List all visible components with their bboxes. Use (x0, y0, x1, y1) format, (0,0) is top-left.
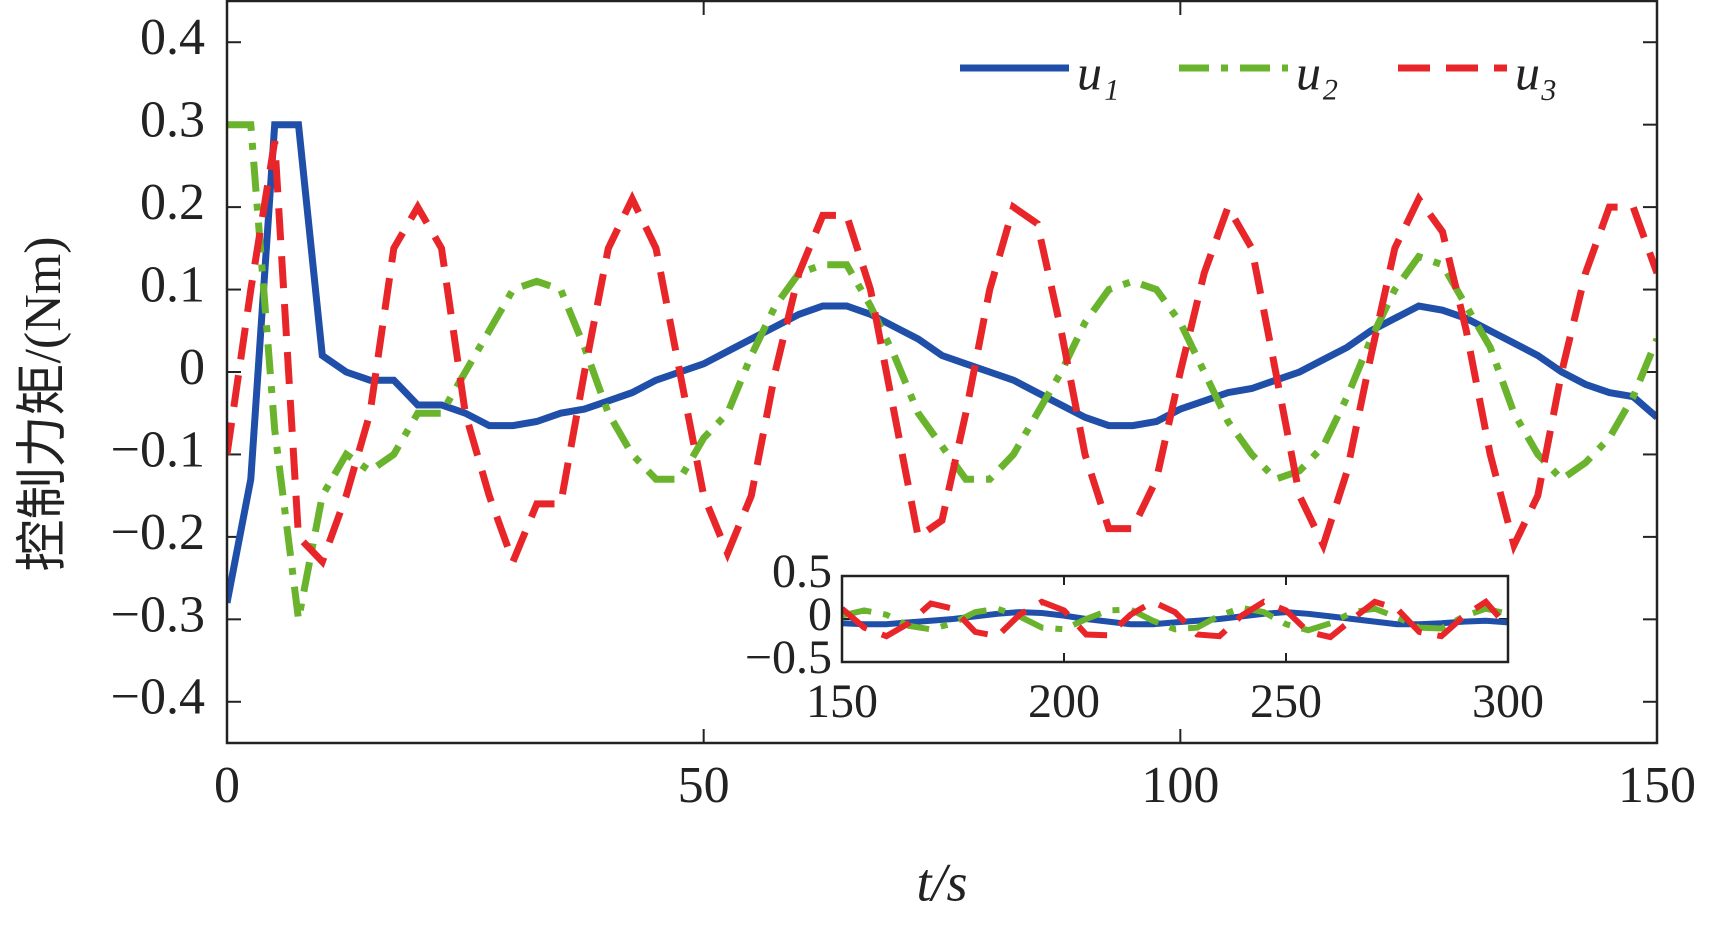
plot-frame (840, 574, 1510, 664)
series-line (227, 121, 1657, 604)
x-tick-label: 50 (678, 757, 730, 814)
legend-label: u₂ (1296, 44, 1338, 100)
x-tick-label: 150 (1618, 757, 1696, 814)
plot-frame (225, 0, 1659, 745)
y-tick-label: 0.2 (140, 174, 205, 231)
legend-label: u₁ (1077, 44, 1119, 100)
x-tick-label: 100 (1141, 757, 1219, 814)
y-tick-label: −0.2 (111, 504, 205, 561)
x-axis-label: t/s (916, 852, 967, 912)
y-tick-label: 0.5 (772, 545, 832, 598)
y-tick-label: −0.5 (745, 631, 832, 684)
series-line (842, 609, 1508, 628)
series-line (842, 604, 1508, 634)
y-tick-label: 0.1 (140, 256, 205, 313)
series-line (227, 121, 1657, 620)
series-line (227, 140, 1657, 572)
y-tick-label: −0.4 (111, 669, 205, 726)
y-tick-label: 0 (179, 339, 205, 396)
x-tick-label: 300 (1472, 675, 1544, 728)
x-tick-label: 150 (806, 675, 878, 728)
y-axis-label: 控制力矩/(Nm) (15, 236, 72, 571)
x-tick-label: 0 (214, 757, 240, 814)
y-tick-label: −0.1 (111, 421, 205, 478)
y-tick-label: 0.3 (140, 92, 205, 149)
y-tick-label: 0.4 (140, 9, 205, 66)
x-tick-label: 200 (1028, 675, 1100, 728)
legend-label: u₃ (1515, 44, 1557, 100)
y-tick-label: 0 (808, 588, 832, 641)
x-tick-label: 250 (1250, 675, 1322, 728)
series-line (842, 597, 1508, 641)
y-tick-label: −0.3 (111, 586, 205, 643)
